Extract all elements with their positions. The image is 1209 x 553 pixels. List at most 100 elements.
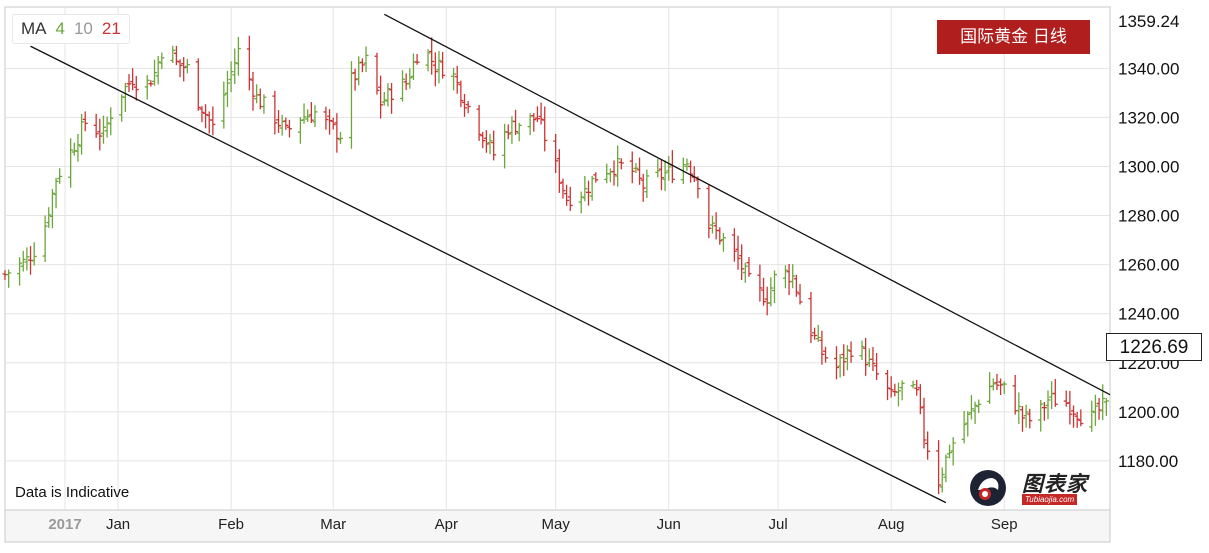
ohlc-bar [531,112,537,132]
ohlc-bar [1092,394,1098,426]
ohlc-bar [782,265,788,289]
ohlc-bar [797,284,803,305]
lower-channel-line [30,45,947,504]
ohlc-bar [400,70,406,102]
ohlc-bar [68,138,74,188]
data-indicative-note: Data is Indicative [15,484,130,501]
x-tick-label: Jul [769,516,788,533]
ohlc-bar [1023,404,1029,428]
ohlc-bar [637,157,643,185]
ohlc-bar [330,117,336,130]
y-tick-label: 1200.00 [1118,403,1179,422]
ohlc-bar [844,345,850,371]
ohlc-bar [1019,406,1025,432]
ohlc-bar [582,175,588,202]
ohlc-bar [936,440,942,495]
ohlc-bar [943,454,949,483]
ohlc-bar [658,159,664,191]
ohlc-bar [389,83,395,114]
ohlc-bar [1103,398,1109,416]
ohlc-bar [20,250,26,272]
ohlc-bar [1045,390,1051,420]
x-tick-label: May [542,516,571,533]
ohlc-bar [126,74,132,93]
ohlc-bar [144,75,150,100]
ohlc-bar [407,68,413,89]
ohlc-bar [359,58,365,73]
x-gridlines [64,7,1005,510]
y-axis-labels: 1359.24 1340.00 1320.00 1300.00 1280.00 1260.… [1118,12,1179,471]
ohlc-bar [739,244,745,280]
ohlc-bar [31,242,37,266]
ohlc-bar [655,158,661,178]
ohlc-bar [640,173,646,202]
ohlc-bar [432,52,438,87]
y-gridlines [5,67,1110,462]
ohlc-bar [476,104,482,141]
ohlc-bar [108,107,114,136]
ohlc-bar [75,134,81,162]
ohlc-bar [939,467,945,493]
x-tick-label: Jan [106,516,130,533]
y-tick-label: 1280.00 [1118,207,1179,226]
ohlc-bar [720,232,726,252]
ohlc-bar [578,191,584,214]
ohlc-bar [458,80,464,108]
ohlc-bar [553,133,559,173]
y-tick-label: 1320.00 [1118,108,1179,127]
ohlc-bar [990,378,996,391]
ohlc-bar [731,228,737,262]
ohlc-bar [837,354,843,378]
ohlc-bar [261,94,267,114]
ohlc-bar [487,133,493,155]
tubiaojia-logo: 图表家 Tubiaojia.com [968,468,1104,508]
ohlc-bar [757,264,763,302]
ohlc-bar [819,330,825,365]
ohlc-bar [17,257,23,286]
x-tick-label: Sep [991,516,1018,533]
ohlc-bar [104,116,110,138]
x-tick-label: Feb [218,516,244,533]
ohlc-bars [2,35,1109,495]
ohlc-bar [618,158,624,170]
ohlc-bar [440,51,446,79]
ohlc-bar [374,52,380,95]
ohlc-bar [717,227,723,245]
ohlc-bar [323,106,329,130]
ohlc-bar [224,70,230,108]
ohlc-bar [352,68,358,91]
x-tick-label: Jun [657,516,681,533]
ohlc-bar [870,347,876,371]
ohlc-bar [910,380,916,389]
ohlc-bar [950,437,956,466]
ohlc-bar [666,155,672,181]
ohlc-bar [538,102,544,125]
logo-subtitle: Tubiaojia.com [1022,494,1078,505]
ohlc-bar [885,369,891,401]
current-price-label: 1226.69 [1106,333,1202,361]
ohlc-bar [6,269,12,288]
ohlc-bar [148,80,154,87]
ohlc-bar [925,431,931,460]
ohlc-bar [1038,399,1044,432]
ohlc-bar [556,149,562,193]
plot-border [4,6,1111,511]
ohlc-bar [1078,409,1084,427]
ohlc-bar [742,262,748,283]
ohlc-bar [425,49,431,72]
chart-title-badge: 国际黄金 日线 [937,20,1090,54]
ohlc-bar [863,337,869,376]
ma-period-10: 10 [73,19,93,38]
ohlc-bar [100,115,106,144]
ohlc-bar [97,118,103,151]
ohlc-bar [283,117,289,130]
ohlc-bar [968,395,974,420]
ohlc-bar [272,90,278,135]
ohlc-bar [152,59,158,86]
ohlc-bar [451,67,457,91]
ohlc-bar [363,46,369,73]
ohlc-bar [848,341,854,363]
ohlc-bar [334,113,340,153]
ohlc-bar [534,106,540,123]
